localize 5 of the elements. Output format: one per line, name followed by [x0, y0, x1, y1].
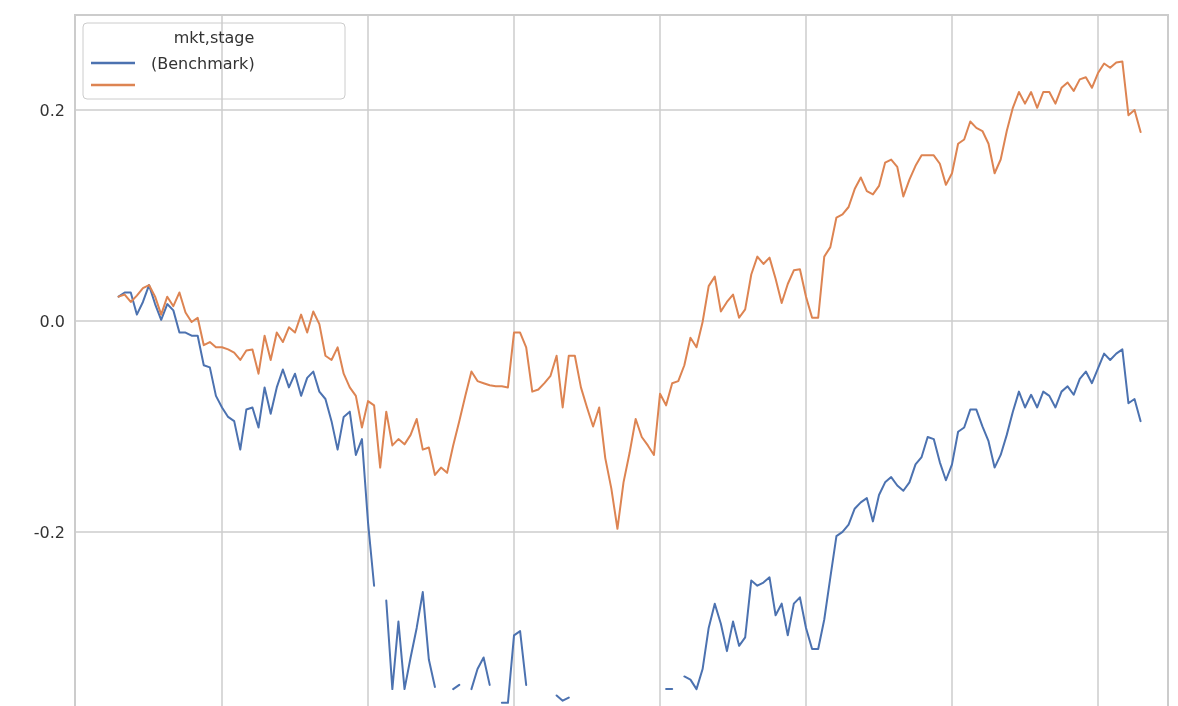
legend-title: mkt,stage [173, 28, 255, 47]
y-tick-label: 0.0 [39, 311, 65, 331]
legend-label: (Benchmark) [151, 53, 255, 73]
y-tick-label: 0.2 [39, 100, 65, 120]
y-tick-label: -0.2 [33, 522, 65, 542]
